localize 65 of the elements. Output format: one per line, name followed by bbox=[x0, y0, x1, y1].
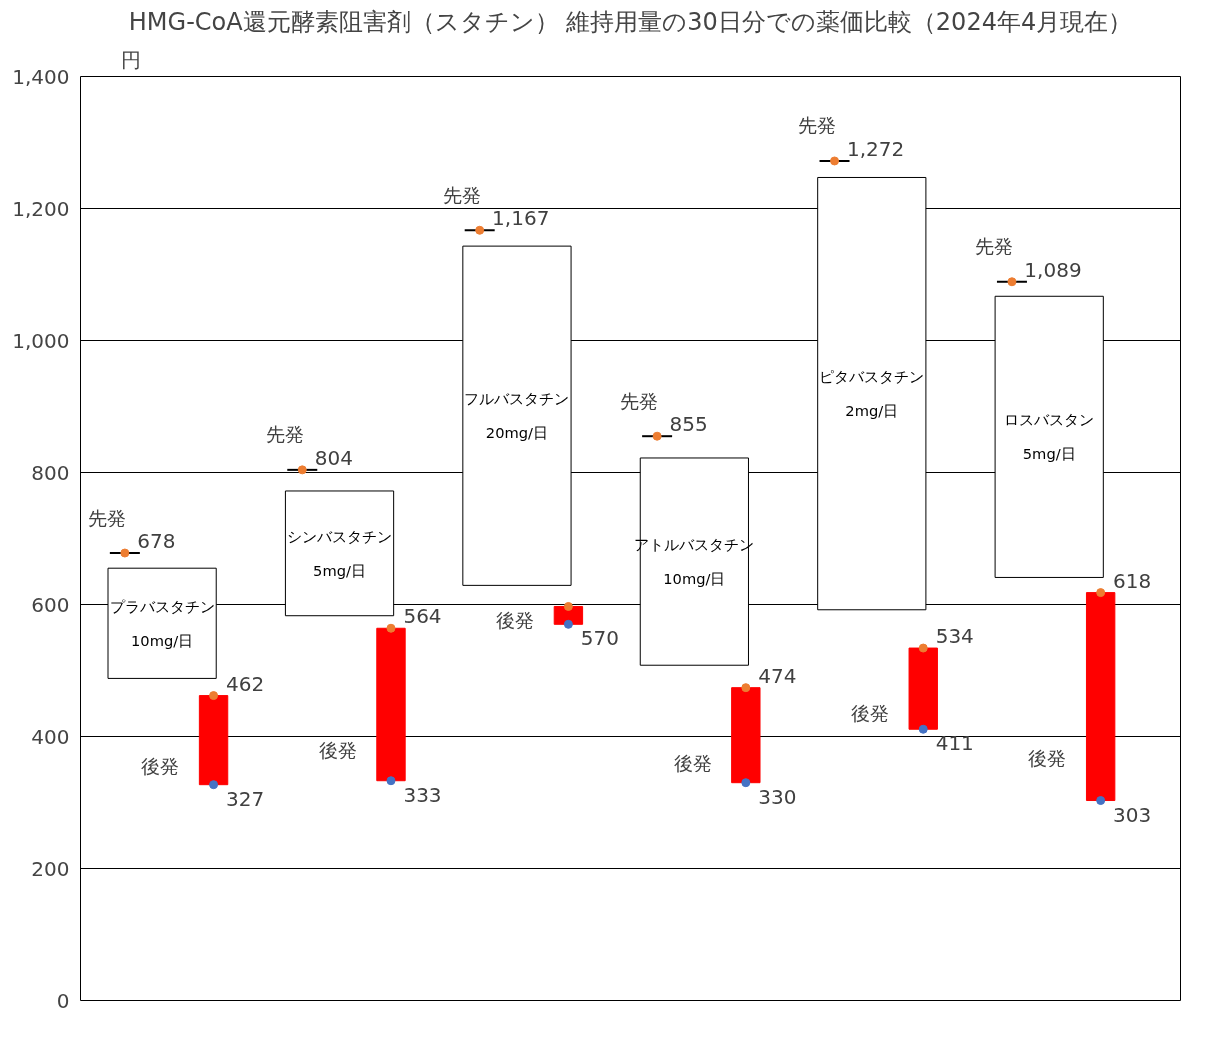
data-label: 534 bbox=[935, 624, 974, 649]
point bbox=[1096, 796, 1106, 806]
series-label: 先発 bbox=[265, 424, 304, 446]
bar bbox=[908, 647, 938, 730]
data-label: 411 bbox=[935, 731, 974, 756]
data-label: ロスバスタン 5mg/日 bbox=[1004, 411, 1095, 463]
data-label: 1,272 bbox=[846, 136, 905, 161]
text: 先発 bbox=[88, 507, 127, 529]
point bbox=[918, 724, 928, 734]
bar bbox=[994, 295, 1104, 578]
data-label: 474 bbox=[758, 663, 797, 688]
y-tick-label: 200 bbox=[31, 856, 70, 881]
text: 後発 bbox=[318, 739, 357, 761]
data-label: 330 bbox=[758, 784, 797, 809]
y-tick-label: 0 bbox=[56, 988, 70, 1013]
data-label: 333 bbox=[403, 782, 442, 807]
series-label: 後発 bbox=[673, 753, 712, 775]
point bbox=[209, 780, 219, 790]
data-label: 1,089 bbox=[1024, 257, 1082, 282]
data-label: 1,167 bbox=[492, 206, 550, 231]
bar bbox=[731, 687, 761, 784]
text: 先発 bbox=[975, 236, 1014, 258]
y-tick-label: 1,000 bbox=[12, 328, 70, 353]
text: 先発 bbox=[797, 115, 836, 137]
bar bbox=[462, 245, 572, 586]
text: 後発 bbox=[141, 756, 180, 778]
y-axis-title: 円 bbox=[120, 47, 141, 72]
data-label: 303 bbox=[1113, 802, 1152, 827]
point bbox=[1096, 588, 1106, 598]
y-tick-label: 1,400 bbox=[12, 64, 70, 89]
point bbox=[741, 778, 751, 788]
point bbox=[209, 691, 219, 701]
y-tick-label: 400 bbox=[31, 724, 70, 749]
bar bbox=[376, 627, 406, 782]
data-label: 570 bbox=[580, 626, 620, 651]
data-label: プラバスタチン 10mg/日 bbox=[109, 597, 215, 649]
data-label: フルバスタチン 20mg/日 bbox=[464, 390, 570, 442]
data-label: ピタバスタチン 2mg/日 bbox=[819, 368, 925, 420]
point bbox=[563, 619, 573, 629]
data-label: 327 bbox=[225, 786, 265, 811]
point bbox=[386, 776, 396, 786]
bar bbox=[1085, 592, 1116, 802]
text: 後発 bbox=[1028, 748, 1067, 770]
data-label: 564 bbox=[403, 604, 442, 629]
bar bbox=[284, 490, 395, 617]
text: 先発 bbox=[442, 184, 481, 206]
text: 後発 bbox=[851, 702, 890, 724]
data-label: 855 bbox=[669, 412, 708, 437]
data-label: シンバスタチン 5mg/日 bbox=[287, 527, 393, 579]
point bbox=[563, 601, 573, 611]
y-tick-label: 1,200 bbox=[12, 196, 70, 221]
bar bbox=[107, 567, 217, 679]
data-label: 618 bbox=[1113, 568, 1152, 593]
data-label: 678 bbox=[137, 529, 176, 554]
bar bbox=[198, 695, 229, 786]
data-label: 804 bbox=[314, 445, 353, 470]
point bbox=[386, 623, 396, 633]
point bbox=[741, 683, 751, 693]
text: 先発 bbox=[620, 390, 659, 412]
y-tick-label: 800 bbox=[31, 460, 70, 485]
y-tick-label: 600 bbox=[31, 592, 70, 617]
text: 後発 bbox=[496, 610, 535, 632]
chart-title: HMG-CoA還元酵素阻害剤（スタチン） 維持用量の30日分での薬価比較（2024年4月現在） bbox=[128, 7, 1133, 36]
point bbox=[918, 643, 928, 653]
data-label: 462 bbox=[225, 671, 265, 696]
